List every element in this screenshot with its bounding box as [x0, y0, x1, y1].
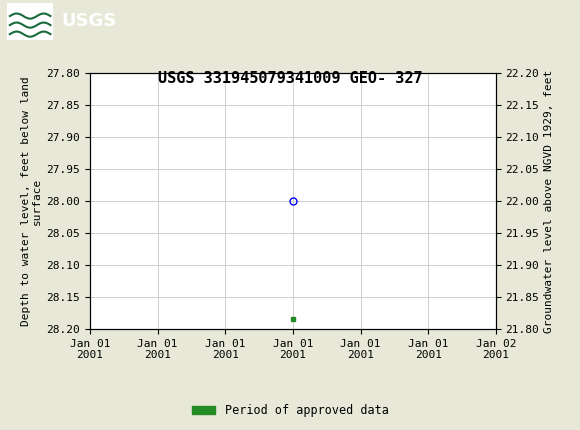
- Legend: Period of approved data: Period of approved data: [187, 399, 393, 422]
- Text: USGS 331945079341009 GEO- 327: USGS 331945079341009 GEO- 327: [158, 71, 422, 86]
- FancyBboxPatch shape: [7, 3, 53, 40]
- Text: USGS: USGS: [61, 12, 116, 31]
- Y-axis label: Groundwater level above NGVD 1929, feet: Groundwater level above NGVD 1929, feet: [543, 69, 553, 333]
- Y-axis label: Depth to water level, feet below land
surface: Depth to water level, feet below land su…: [21, 76, 42, 326]
